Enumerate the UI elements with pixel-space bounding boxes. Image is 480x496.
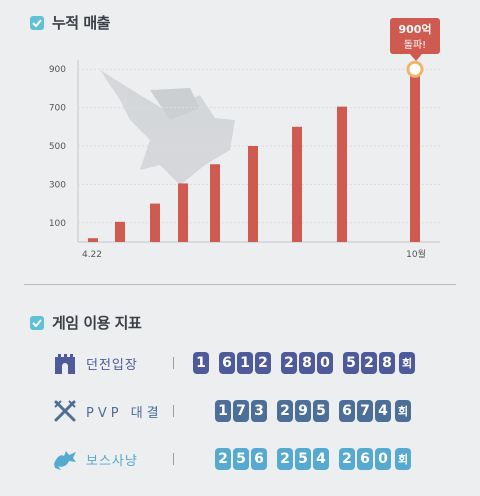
digit-box: 9 — [295, 400, 311, 422]
digit-box: 3 — [251, 400, 267, 422]
digit-box: 2 — [277, 448, 293, 470]
castle-icon — [55, 354, 75, 374]
digit-box: 1 — [215, 400, 231, 422]
digit-box: 2 — [277, 400, 293, 422]
dragon-rider-watermark — [100, 70, 235, 185]
digit-box: 5 — [295, 448, 311, 470]
revenue-section-title: 누적 매출 — [30, 12, 110, 33]
check-icon — [30, 315, 44, 330]
digit-box: 8 — [379, 352, 395, 374]
bar — [115, 221, 125, 242]
digit-box: 2 — [255, 352, 271, 374]
digit-box: 0 — [317, 352, 333, 374]
y-tick-label: 500 — [49, 142, 66, 152]
bar — [150, 203, 160, 242]
digit-box: 5 — [233, 448, 249, 470]
callout-text: 돌파! — [404, 39, 426, 51]
section-divider — [24, 284, 456, 285]
x-axis-start-label: 4.22 — [82, 250, 102, 260]
y-tick-label: 300 — [49, 180, 66, 190]
bar — [88, 238, 98, 242]
revenue-chart: 100 300 500 700 900 4.22 10월 900억 돌파! — [49, 18, 440, 260]
y-tick-label: 700 — [49, 104, 66, 114]
usage-title: 게임 이용 지표 — [52, 314, 142, 332]
milestone-callout: 900억 돌파! — [390, 18, 440, 61]
bar — [410, 69, 420, 242]
stat-separator — [173, 405, 174, 417]
digit-box: 6 — [219, 352, 235, 374]
crossed-swords-icon — [54, 400, 76, 422]
stat-separator — [173, 357, 174, 369]
digit-box: 6 — [357, 448, 373, 470]
unit-box: 회 — [395, 448, 411, 470]
x-axis-end-label: 10월 — [406, 248, 426, 260]
milestone-marker — [406, 60, 424, 78]
digit-box: 7 — [233, 400, 249, 422]
y-tick-label: 100 — [49, 219, 66, 229]
bar — [210, 164, 220, 242]
stat-separator — [173, 453, 174, 465]
digit-box: 2 — [215, 448, 231, 470]
check-icon — [30, 15, 44, 30]
callout-amount: 900억 — [398, 23, 431, 36]
bar — [178, 183, 188, 242]
bar — [292, 126, 302, 242]
digit-box: 6 — [251, 448, 267, 470]
usage-section-title: 게임 이용 지표 — [30, 312, 142, 333]
digit-box: 5 — [343, 352, 359, 374]
digit-box: 4 — [375, 400, 391, 422]
digit-box: 0 — [375, 448, 391, 470]
digit-box: 6 — [339, 400, 355, 422]
unit-box: 회 — [395, 400, 411, 422]
digit-box: 2 — [361, 352, 377, 374]
digit-box: 7 — [357, 400, 373, 422]
digit-box: 5 — [313, 400, 329, 422]
digit-box: 1 — [193, 352, 209, 374]
stat-label-dungeon: 던전입장 — [86, 358, 138, 373]
revenue-title: 누적 매출 — [52, 14, 110, 32]
dragon-icon — [54, 451, 76, 470]
unit-box: 회 — [399, 352, 415, 374]
bar — [248, 146, 258, 242]
stat-label-boss: 보스사냥 — [86, 454, 138, 469]
digit-box: 2 — [281, 352, 297, 374]
stat-label-pvp: PVP 대결 — [86, 406, 163, 421]
digit-box: 2 — [339, 448, 355, 470]
y-tick-label: 900 — [49, 65, 66, 75]
digit-box: 4 — [313, 448, 329, 470]
bar — [337, 106, 347, 242]
digit-box: 1 — [237, 352, 253, 374]
digit-box: 8 — [299, 352, 315, 374]
